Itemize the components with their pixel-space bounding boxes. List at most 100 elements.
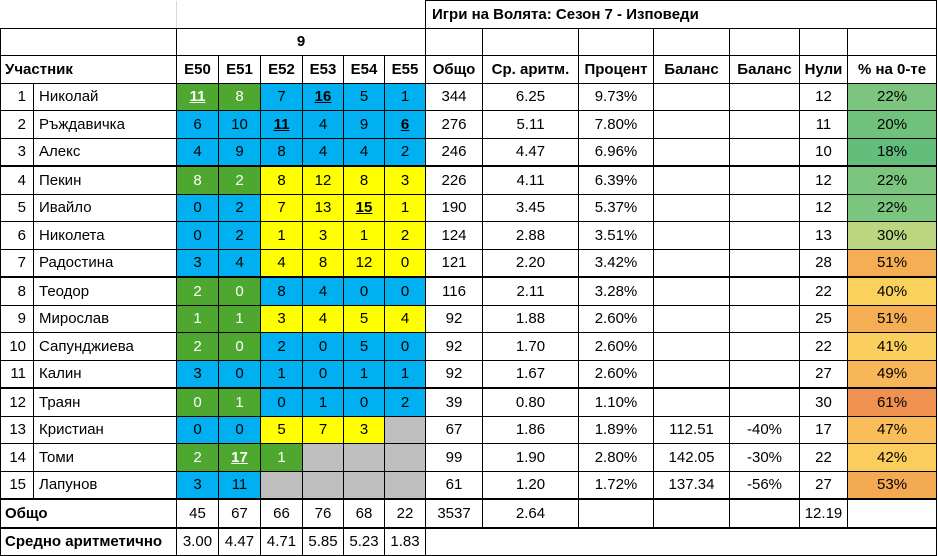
totals-percent-cell[interactable] [578,498,654,529]
spacer-cell[interactable] [578,27,654,56]
percent-cell[interactable]: 3.51% [578,221,654,250]
episode-score-cell[interactable]: 5 [343,332,385,361]
balance-cell[interactable]: 137.34 [653,470,730,500]
totals-episode-cell[interactable]: 66 [260,498,303,529]
rank-cell[interactable]: 3 [0,137,34,167]
col-header-e50[interactable]: E50 [176,55,219,84]
balance-cell[interactable] [729,193,800,222]
episode-score-cell[interactable]: 7 [260,82,303,111]
total-cell[interactable]: 116 [425,276,483,306]
spacer-cell[interactable] [425,27,483,56]
episode-score-cell[interactable]: 1 [384,82,426,111]
percent-cell[interactable]: 9.73% [578,82,654,111]
totals-label[interactable]: Общо [0,498,177,529]
participant-name-cell[interactable]: Томи [33,443,177,472]
episode-score-cell[interactable]: 8 [260,137,303,167]
percent-cell[interactable]: 2.60% [578,304,654,333]
balance-cell[interactable]: 112.51 [653,415,730,444]
episode-score-cell[interactable]: 4 [302,137,344,167]
col-header-zero-pct[interactable]: % на 0-те [846,55,938,84]
episode-score-cell[interactable]: 2 [384,137,426,167]
episode-score-cell[interactable]: 1 [384,359,426,389]
balance-cell[interactable] [653,193,730,222]
total-cell[interactable]: 39 [425,387,483,417]
episode-score-cell[interactable]: 0 [218,332,261,361]
rank-cell[interactable]: 15 [0,470,34,500]
group-label[interactable]: 9 [176,27,426,56]
episode-score-cell[interactable]: 2 [384,221,426,250]
rank-cell[interactable]: 5 [0,193,34,222]
zero-pct-cell[interactable]: 53% [846,470,938,500]
zeros-cell[interactable]: 28 [799,248,848,278]
spacer-cell[interactable] [846,27,938,56]
percent-cell[interactable]: 3.42% [578,248,654,278]
percent-cell[interactable]: 2.60% [578,332,654,361]
episode-score-cell[interactable]: 8 [176,165,219,195]
average-merged-cell[interactable] [424,527,938,556]
episode-score-cell[interactable]: 5 [343,304,385,333]
rank-cell[interactable]: 14 [0,443,34,472]
participant-name-cell[interactable]: Калин [33,359,177,389]
zeros-cell[interactable]: 22 [799,443,848,472]
total-cell[interactable]: 190 [425,193,483,222]
rank-cell[interactable]: 6 [0,221,34,250]
balance-cell[interactable] [729,82,800,111]
episode-score-cell[interactable]: 10 [218,110,261,139]
episode-score-cell[interactable]: 0 [302,332,344,361]
rank-cell[interactable]: 11 [0,359,34,389]
spacer-cell[interactable] [482,27,579,56]
episode-score-cell[interactable]: 2 [384,387,426,417]
episode-score-cell[interactable]: 4 [176,137,219,167]
episode-score-cell[interactable] [384,470,426,500]
episode-score-cell[interactable] [343,443,385,472]
percent-cell[interactable]: 1.89% [578,415,654,444]
total-cell[interactable]: 276 [425,110,483,139]
participant-name-cell[interactable]: Кристиан [33,415,177,444]
avg-cell[interactable]: 1.88 [482,304,579,333]
zeros-cell[interactable]: 17 [799,415,848,444]
episode-score-cell[interactable]: 7 [260,193,303,222]
col-header-zeros[interactable]: Нули [799,55,848,84]
totals-episode-cell[interactable]: 45 [176,498,219,529]
zero-pct-cell[interactable]: 51% [846,248,938,278]
average-episode-cell[interactable]: 5.85 [302,527,344,556]
totals-balance-cell[interactable] [653,498,730,529]
episode-score-cell[interactable]: 0 [176,415,219,444]
balance-cell[interactable] [729,359,800,389]
totals-episode-cell[interactable]: 67 [218,498,261,529]
balance-cell[interactable] [653,276,730,306]
rank-cell[interactable]: 12 [0,387,34,417]
balance-cell[interactable] [729,165,800,195]
episode-score-cell[interactable]: 0 [218,276,261,306]
balance-cell[interactable] [729,387,800,417]
balance-cell[interactable] [653,221,730,250]
percent-cell[interactable]: 6.39% [578,165,654,195]
col-header-e55[interactable]: E55 [384,55,426,84]
zero-pct-cell[interactable]: 49% [846,359,938,389]
avg-cell[interactable]: 4.11 [482,165,579,195]
episode-score-cell[interactable]: 5 [260,415,303,444]
zero-pct-cell[interactable]: 61% [846,387,938,417]
avg-cell[interactable]: 3.45 [482,193,579,222]
percent-cell[interactable]: 2.60% [578,359,654,389]
participant-name-cell[interactable]: Ивайло [33,193,177,222]
episode-score-cell[interactable]: 0 [260,387,303,417]
participant-name-cell[interactable]: Лапунов [33,470,177,500]
total-cell[interactable]: 246 [425,137,483,167]
episode-score-cell[interactable]: 6 [176,110,219,139]
spacer-cell[interactable] [729,27,800,56]
episode-score-cell[interactable]: 1 [260,359,303,389]
episode-score-cell[interactable]: 17 [218,443,261,472]
avg-cell[interactable]: 1.86 [482,415,579,444]
avg-cell[interactable]: 0.80 [482,387,579,417]
balance-cell[interactable] [729,276,800,306]
percent-cell[interactable]: 6.96% [578,137,654,167]
avg-cell[interactable]: 1.70 [482,332,579,361]
col-header-e52[interactable]: E52 [260,55,303,84]
episode-score-cell[interactable]: 0 [384,332,426,361]
episode-score-cell[interactable]: 11 [218,470,261,500]
episode-score-cell[interactable]: 1 [260,443,303,472]
avg-cell[interactable]: 6.25 [482,82,579,111]
zero-pct-cell[interactable]: 20% [846,110,938,139]
balance-cell[interactable] [729,332,800,361]
